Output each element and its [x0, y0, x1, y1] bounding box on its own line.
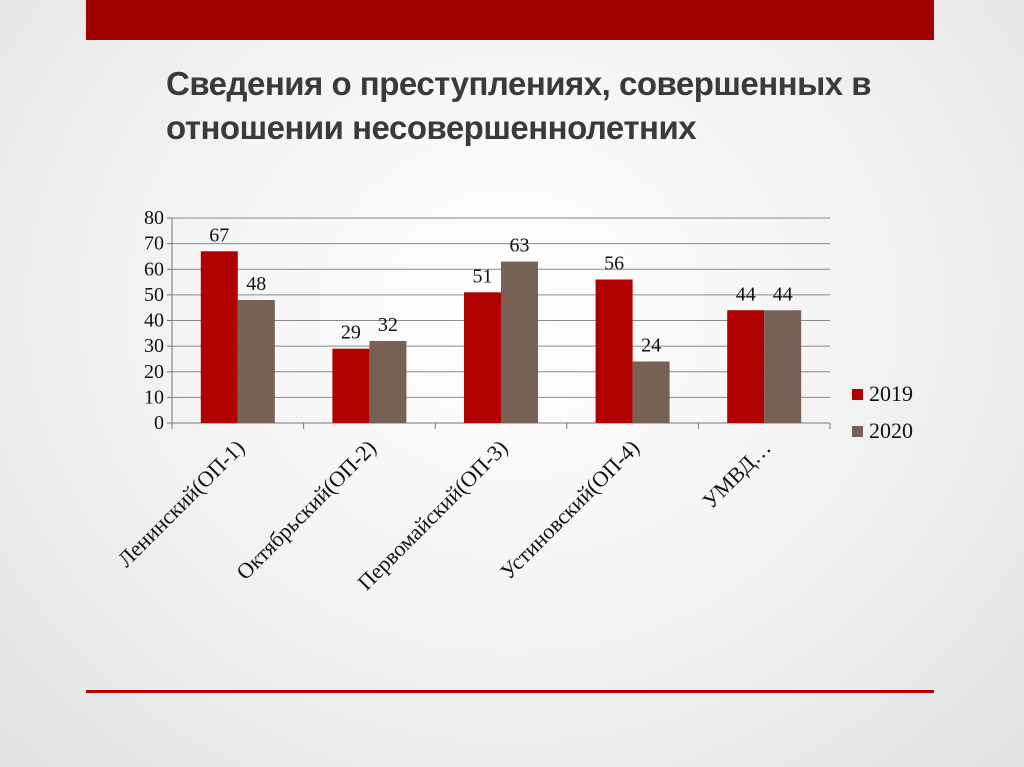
- bar-2019-5: [727, 310, 765, 423]
- data-label: 48: [246, 273, 266, 295]
- bar-2020-4: [632, 361, 670, 423]
- data-label: 63: [510, 235, 530, 257]
- data-label: 24: [641, 335, 661, 357]
- bar-2019-2: [332, 348, 370, 423]
- category-label: Октябрьский(ОП-2): [231, 435, 381, 585]
- data-label: 51: [473, 265, 493, 287]
- y-tick-label: 50: [144, 284, 164, 306]
- title-line-2: отношении несовершеннолетних: [166, 109, 697, 146]
- legend-label: 2019: [869, 381, 913, 406]
- top-accent-bar: [86, 0, 934, 40]
- slide-title: Сведения о преступлениях, совершенных в …: [166, 62, 966, 150]
- category-label: УМВД…: [697, 435, 775, 513]
- y-tick-label: 10: [144, 386, 164, 408]
- data-label: 44: [773, 283, 793, 305]
- bar-2019-1: [200, 251, 238, 423]
- category-label: Устиновский(ОП-4): [495, 435, 644, 584]
- y-tick-label: 30: [144, 335, 164, 357]
- y-tick-label: 40: [144, 310, 164, 332]
- y-tick-label: 0: [154, 412, 164, 434]
- category-label: Первомайский(ОП-3): [352, 435, 512, 595]
- data-label: 44: [736, 283, 756, 305]
- data-label: 32: [378, 314, 398, 336]
- data-label: 29: [341, 322, 361, 344]
- bar-2020-3: [501, 261, 538, 423]
- legend-swatch-2020: [852, 426, 863, 437]
- legend-label: 2020: [869, 418, 913, 443]
- legend-swatch-2019: [852, 389, 863, 400]
- y-tick-label: 70: [144, 233, 164, 255]
- y-tick-label: 60: [144, 258, 164, 280]
- data-label: 67: [209, 224, 229, 246]
- bar-2020-5: [764, 310, 802, 423]
- bottom-divider: [86, 690, 934, 693]
- y-tick-label: 80: [144, 207, 164, 229]
- y-tick-label: 20: [144, 361, 164, 383]
- bar-2020-2: [369, 341, 407, 423]
- title-line-1: Сведения о преступлениях, совершенных в: [166, 65, 872, 102]
- bar-2019-4: [595, 279, 633, 423]
- bar-2020-1: [237, 300, 275, 423]
- data-label: 56: [604, 253, 624, 275]
- category-label: Ленинский(ОП-1): [112, 435, 249, 572]
- bar-2019-3: [464, 292, 501, 423]
